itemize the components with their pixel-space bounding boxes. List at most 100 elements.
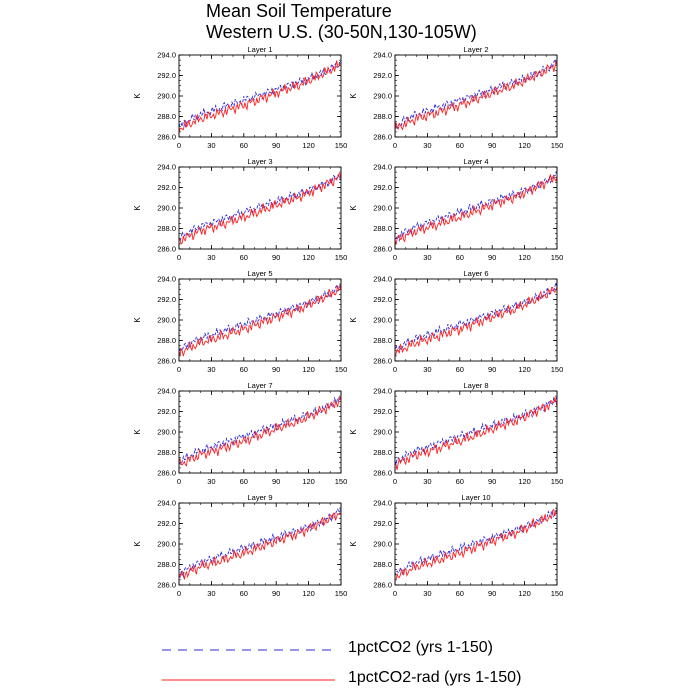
y-tick-label: 286.0 <box>157 357 176 366</box>
x-tick-label: 0 <box>393 589 397 598</box>
y-tick-label: 286.0 <box>157 133 176 142</box>
panel-title: Layer 3 <box>247 157 272 166</box>
x-tick-label: 120 <box>518 365 531 374</box>
x-tick-label: 0 <box>177 589 181 598</box>
x-tick-label: 150 <box>335 589 348 598</box>
x-tick-label: 90 <box>488 589 496 598</box>
panel-1: Layer 1 K 0 30 60 90 120 150 286.0 288.0 290.0 292.… <box>133 45 347 150</box>
panel-title: Layer 1 <box>247 45 272 54</box>
y-axis-label: K <box>349 541 358 547</box>
panel-frame <box>178 502 342 586</box>
x-tick-label: 30 <box>423 365 431 374</box>
series-line-2 <box>394 508 558 581</box>
panel-3: Layer 3 K 0 30 60 90 120 150 286.0 288.0 290.0 292.… <box>133 157 347 262</box>
x-tick-label: 120 <box>518 253 531 262</box>
x-tick-label: 150 <box>335 253 348 262</box>
series-line-1 <box>178 282 342 356</box>
panel-title: Layer 10 <box>461 493 490 502</box>
y-tick-label: 290.0 <box>157 92 176 101</box>
y-tick-label: 286.0 <box>157 245 176 254</box>
series-line-2 <box>178 60 342 134</box>
y-tick-label: 286.0 <box>373 357 392 366</box>
x-tick-label: 150 <box>551 365 564 374</box>
panel-frame <box>178 166 342 250</box>
x-tick-label: 30 <box>423 253 431 262</box>
x-tick-label: 120 <box>518 589 531 598</box>
panel-frame <box>178 390 342 474</box>
y-tick-label: 290.0 <box>373 92 392 101</box>
series-line-2 <box>394 61 558 131</box>
series-line-2 <box>394 286 558 357</box>
series-line-2 <box>178 282 342 357</box>
x-tick-label: 150 <box>335 141 348 150</box>
series-line-2 <box>178 512 342 580</box>
chart-subtitle: Western U.S. (30-50N,130-105W) <box>206 22 477 42</box>
legend-swatch-2 <box>162 679 335 681</box>
y-axis-label: K <box>133 317 142 323</box>
panel-frame <box>394 502 558 586</box>
y-tick-label: 294.0 <box>373 51 392 60</box>
y-tick-label: 288.0 <box>157 448 176 457</box>
panel-7: Layer 7 K 0 30 60 90 120 150 286.0 288.0 290.0 292.… <box>133 381 347 486</box>
x-tick-label: 0 <box>177 253 181 262</box>
y-tick-label: 288.0 <box>157 336 176 345</box>
series-line-2 <box>178 173 342 245</box>
y-axis-label: K <box>349 317 358 323</box>
y-tick-label: 294.0 <box>157 275 176 284</box>
x-tick-label: 90 <box>272 141 280 150</box>
x-tick-label: 60 <box>240 477 248 486</box>
series-line-1 <box>178 174 342 243</box>
x-tick-label: 30 <box>423 589 431 598</box>
x-tick-label: 90 <box>488 365 496 374</box>
x-tick-label: 90 <box>272 253 280 262</box>
y-tick-label: 292.0 <box>373 407 392 416</box>
panel-5: Layer 5 K 0 30 60 90 120 150 286.0 288.0 290.0 292.… <box>133 269 347 374</box>
y-tick-label: 288.0 <box>157 112 176 121</box>
y-tick-label: 288.0 <box>373 448 392 457</box>
x-tick-label: 120 <box>518 141 531 150</box>
y-tick-label: 292.0 <box>157 71 176 80</box>
x-tick-label: 150 <box>335 477 348 486</box>
x-tick-label: 60 <box>456 477 464 486</box>
y-tick-label: 294.0 <box>157 387 176 396</box>
y-tick-label: 290.0 <box>373 540 392 549</box>
panel-title: Layer 2 <box>463 45 488 54</box>
x-tick-label: 60 <box>456 365 464 374</box>
x-tick-label: 120 <box>302 365 315 374</box>
y-tick-label: 288.0 <box>373 336 392 345</box>
y-tick-label: 294.0 <box>373 163 392 172</box>
y-tick-label: 292.0 <box>373 183 392 192</box>
series-line-1 <box>178 396 342 466</box>
x-tick-label: 0 <box>393 477 397 486</box>
x-tick-label: 60 <box>240 365 248 374</box>
y-tick-label: 288.0 <box>157 224 176 233</box>
panel-frame <box>394 54 558 138</box>
y-tick-label: 286.0 <box>373 581 392 590</box>
x-tick-label: 90 <box>488 477 496 486</box>
panel-title: Layer 9 <box>247 493 272 502</box>
y-tick-label: 290.0 <box>157 428 176 437</box>
panel-10: Layer 10 K 0 30 60 90 120 150 286.0 288.0 290.0 292… <box>349 493 563 598</box>
x-tick-label: 30 <box>207 141 215 150</box>
x-tick-label: 60 <box>240 253 248 262</box>
y-tick-label: 290.0 <box>157 316 176 325</box>
y-tick-label: 292.0 <box>373 71 392 80</box>
series-line-1 <box>178 506 342 578</box>
x-tick-label: 30 <box>207 477 215 486</box>
panel-frame <box>394 166 558 250</box>
y-tick-label: 290.0 <box>373 428 392 437</box>
panel-frame <box>178 278 342 362</box>
panel-title: Layer 5 <box>247 269 272 278</box>
x-tick-label: 120 <box>302 253 315 262</box>
y-tick-label: 294.0 <box>373 499 392 508</box>
x-tick-label: 120 <box>302 589 315 598</box>
panel-frame <box>178 54 342 138</box>
panel-title: Layer 4 <box>463 157 488 166</box>
x-tick-label: 0 <box>393 365 397 374</box>
x-tick-label: 150 <box>551 253 564 262</box>
y-tick-label: 292.0 <box>157 407 176 416</box>
x-tick-label: 60 <box>240 141 248 150</box>
x-tick-label: 30 <box>207 365 215 374</box>
